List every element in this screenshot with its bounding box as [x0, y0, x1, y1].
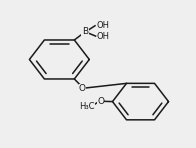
Text: O: O	[97, 97, 104, 106]
Text: O: O	[79, 84, 86, 93]
Text: B: B	[82, 28, 88, 37]
Text: OH: OH	[97, 32, 110, 41]
Text: OH: OH	[97, 21, 110, 30]
Text: H₃C: H₃C	[80, 102, 95, 111]
